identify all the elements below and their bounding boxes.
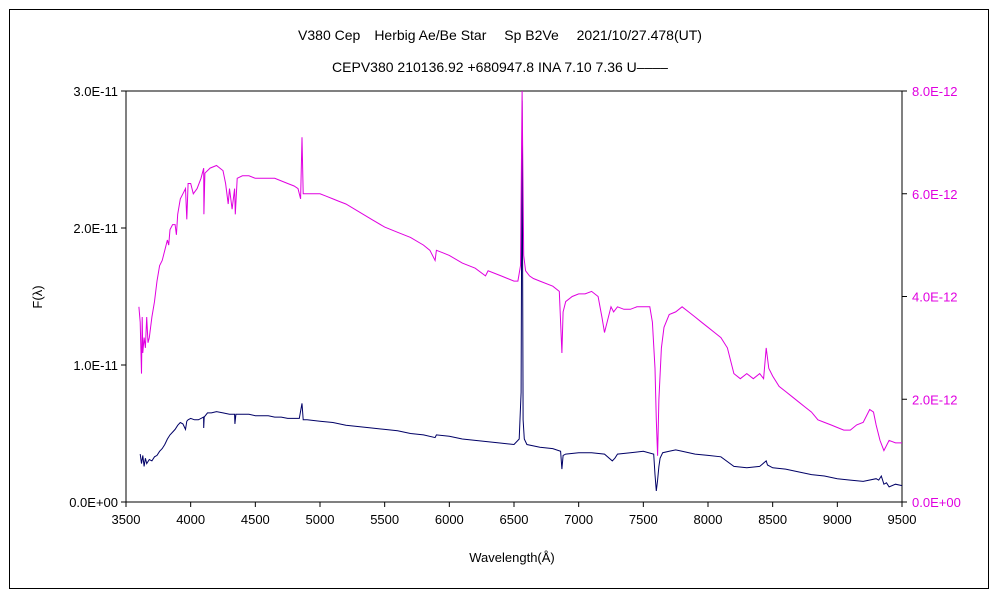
- chart-frame: [9, 9, 989, 589]
- x-tick-label: 7000: [564, 512, 593, 527]
- x-tick-label: 4000: [176, 512, 205, 527]
- x-tick-label: 9500: [888, 512, 917, 527]
- y2-tick-label: 2.0E-12: [912, 392, 958, 407]
- x-tick-label: 8000: [694, 512, 723, 527]
- y-tick-label: 1.0E-11: [73, 358, 118, 373]
- y2-axis-ticks: 0.0E+00 2.0E-12 4.0E-12 6.0E-12 8.0E-12: [902, 84, 961, 510]
- series-line-right-axis: [138, 90, 902, 456]
- x-tick-label: 5000: [306, 512, 335, 527]
- series-layer: [138, 90, 903, 492]
- y2-tick-label: 4.0E-12: [912, 290, 958, 305]
- y-tick-label: 3.0E-11: [73, 84, 118, 99]
- x-tick-label: 5500: [370, 512, 399, 527]
- x-tick-label: 6500: [500, 512, 529, 527]
- series-line-left-axis: [139, 100, 903, 492]
- x-tick-label: 8500: [758, 512, 787, 527]
- x-tick-label: 3500: [112, 512, 141, 527]
- x-tick-label: 6000: [435, 512, 464, 527]
- y2-tick-label: 8.0E-12: [912, 84, 958, 99]
- y-axis-label: F(λ): [30, 285, 45, 308]
- y2-tick-label: 0.0E+00: [912, 495, 961, 510]
- y2-tick-label: 6.0E-12: [912, 187, 958, 202]
- x-axis-label: Wavelength(Å): [469, 550, 555, 565]
- y-axis-ticks: 0.0E+00 1.0E-11 2.0E-11 3.0E-11: [69, 84, 126, 510]
- x-tick-label: 7500: [629, 512, 658, 527]
- y-tick-label: 0.0E+00: [69, 495, 118, 510]
- x-tick-label: 9000: [823, 512, 852, 527]
- x-axis-ticks: 3500 4000 4500 5000 5500 6000 6500 7000 7500 8000…: [112, 502, 917, 527]
- chart-subtitle: CEPV380 210136.92 +680947.8 INA 7.10 7.3…: [332, 59, 668, 75]
- x-tick-label: 4500: [241, 512, 270, 527]
- plot-area: [125, 90, 903, 503]
- chart-title: V380 Cep Herbig Ae/Be Star Sp B2Ve 2021/…: [298, 27, 702, 43]
- y-tick-label: 2.0E-11: [73, 221, 118, 236]
